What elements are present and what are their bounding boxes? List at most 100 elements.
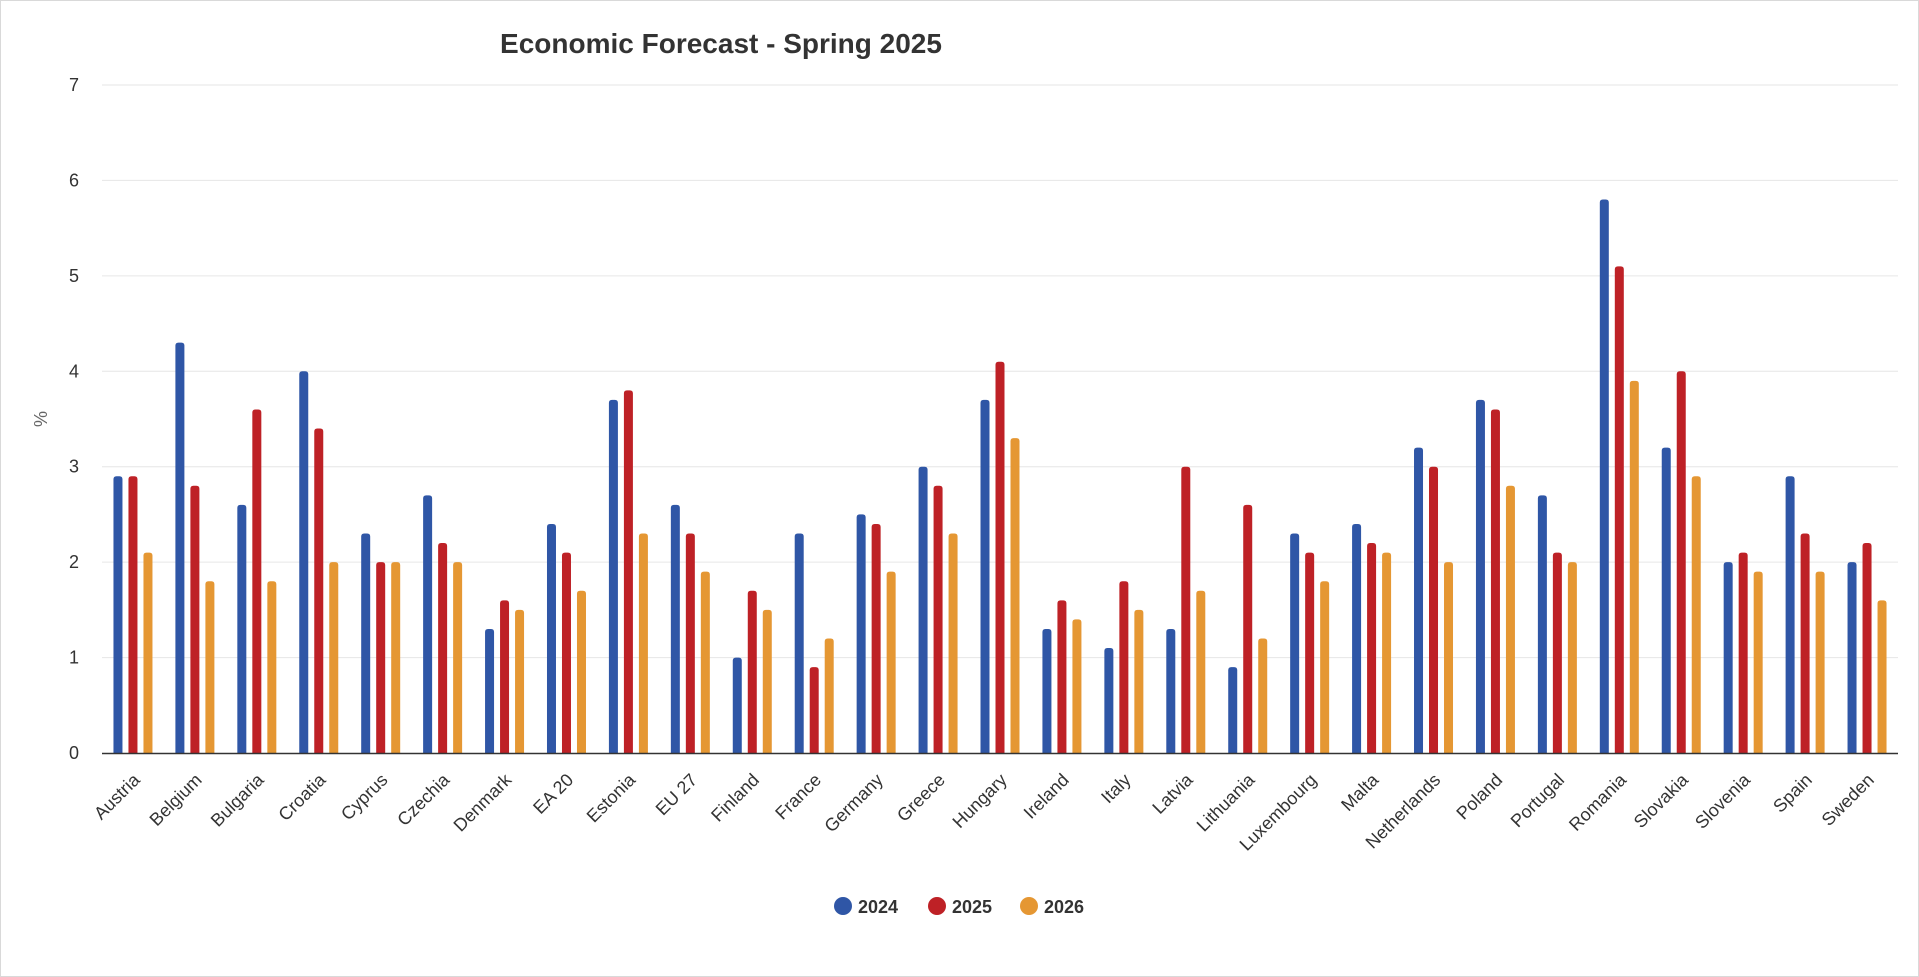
y-axis-ticks: 0 1 2 3 4 5 6 7 xyxy=(69,75,79,763)
bar-2025-sweden[interactable] xyxy=(1862,543,1872,753)
bar-2026-austria[interactable] xyxy=(143,552,153,753)
bar-2025-latvia[interactable] xyxy=(1181,466,1191,753)
bar-2025-belgium[interactable] xyxy=(190,485,200,753)
bar-2025-slovenia[interactable] xyxy=(1738,552,1748,753)
bar-2024-hungary[interactable] xyxy=(980,399,990,753)
bar-2026-romania[interactable] xyxy=(1629,380,1639,753)
bar-2024-lithuania[interactable] xyxy=(1228,667,1238,753)
legend[interactable]: 2024 2025 2026 xyxy=(834,897,1084,917)
x-tick-label: Portugal xyxy=(1507,770,1569,832)
legend-item-2024[interactable]: 2024 xyxy=(834,897,898,917)
bar-2025-netherlands[interactable] xyxy=(1429,466,1439,753)
x-tick-label: Poland xyxy=(1452,770,1506,824)
bar-2024-estonia[interactable] xyxy=(608,399,618,753)
bar-2025-denmark[interactable] xyxy=(500,600,510,753)
bar-2024-slovenia[interactable] xyxy=(1723,562,1733,753)
bar-2025-finland[interactable] xyxy=(747,590,757,753)
bar-2026-germany[interactable] xyxy=(886,571,896,753)
bar-2024-austria[interactable] xyxy=(113,476,123,753)
y-axis-label: % xyxy=(31,411,51,427)
bar-2026-latvia[interactable] xyxy=(1196,590,1206,753)
bar-2024-poland[interactable] xyxy=(1475,399,1485,753)
bar-2024-ea-20[interactable] xyxy=(546,523,556,753)
bar-2025-austria[interactable] xyxy=(128,476,138,753)
x-axis-ticks: Austria Belgium Bulgaria Croatia Cyprus Czech… xyxy=(90,769,1878,855)
bar-2024-croatia[interactable] xyxy=(299,371,309,753)
bar-2025-ea-20[interactable] xyxy=(561,552,571,753)
bar-2025-czechia[interactable] xyxy=(438,543,448,753)
bar-2026-sweden[interactable] xyxy=(1877,600,1887,753)
bar-2026-ea-20[interactable] xyxy=(576,590,586,753)
bar-2026-ireland[interactable] xyxy=(1072,619,1082,753)
bar-2026-belgium[interactable] xyxy=(205,581,215,753)
bar-2024-latvia[interactable] xyxy=(1166,628,1176,753)
bar-2025-portugal[interactable] xyxy=(1552,552,1562,753)
bar-2025-cyprus[interactable] xyxy=(376,562,386,753)
bar-2026-greece[interactable] xyxy=(948,533,958,753)
bar-2026-slovakia[interactable] xyxy=(1691,476,1701,753)
bar-2025-croatia[interactable] xyxy=(314,428,324,753)
bar-2024-denmark[interactable] xyxy=(485,628,495,753)
bar-2026-hungary[interactable] xyxy=(1010,438,1020,753)
bar-2025-hungary[interactable] xyxy=(995,361,1005,753)
bar-2026-bulgaria[interactable] xyxy=(267,581,277,753)
bar-2026-luxembourg[interactable] xyxy=(1320,581,1330,753)
bar-2024-cyprus[interactable] xyxy=(361,533,371,753)
bar-2024-belgium[interactable] xyxy=(175,342,185,753)
bar-2024-sweden[interactable] xyxy=(1847,562,1857,753)
bar-2024-slovakia[interactable] xyxy=(1661,447,1671,753)
legend-label: 2024 xyxy=(858,897,898,917)
bar-2026-slovenia[interactable] xyxy=(1753,571,1763,753)
bar-2026-czechia[interactable] xyxy=(453,562,463,753)
bar-2026-finland[interactable] xyxy=(762,609,772,753)
x-tick-label: Belgium xyxy=(146,770,206,830)
bar-2024-italy[interactable] xyxy=(1104,648,1114,753)
bar-2025-france[interactable] xyxy=(809,667,819,753)
bar-2025-bulgaria[interactable] xyxy=(252,409,262,753)
bar-2025-germany[interactable] xyxy=(871,523,881,753)
bar-2026-france[interactable] xyxy=(824,638,834,753)
bar-2025-luxembourg[interactable] xyxy=(1305,552,1315,753)
bar-2026-estonia[interactable] xyxy=(638,533,648,753)
bar-2026-portugal[interactable] xyxy=(1567,562,1577,753)
bar-2024-netherlands[interactable] xyxy=(1414,447,1424,753)
legend-item-2026[interactable]: 2026 xyxy=(1020,897,1084,917)
bar-2024-spain[interactable] xyxy=(1785,476,1795,753)
bar-2026-spain[interactable] xyxy=(1815,571,1825,753)
bar-2025-eu-27[interactable] xyxy=(685,533,695,753)
bar-2025-poland[interactable] xyxy=(1490,409,1500,753)
bar-2026-eu-27[interactable] xyxy=(700,571,710,753)
bar-2025-italy[interactable] xyxy=(1119,581,1129,753)
bar-2026-poland[interactable] xyxy=(1505,485,1515,753)
bar-2024-france[interactable] xyxy=(794,533,804,753)
bar-2024-eu-27[interactable] xyxy=(670,504,680,753)
x-tick-label: Spain xyxy=(1769,770,1816,817)
bar-2025-estonia[interactable] xyxy=(623,390,633,753)
bar-2025-lithuania[interactable] xyxy=(1243,504,1253,753)
bar-2026-denmark[interactable] xyxy=(515,609,525,753)
bar-2024-bulgaria[interactable] xyxy=(237,504,247,753)
bar-2024-germany[interactable] xyxy=(856,514,866,753)
bar-2024-luxembourg[interactable] xyxy=(1290,533,1300,753)
bar-2026-lithuania[interactable] xyxy=(1258,638,1268,753)
bar-2024-finland[interactable] xyxy=(732,657,742,753)
bar-2025-romania[interactable] xyxy=(1614,266,1624,753)
bar-2025-malta[interactable] xyxy=(1367,543,1377,753)
legend-item-2025[interactable]: 2025 xyxy=(928,897,992,917)
bar-2024-ireland[interactable] xyxy=(1042,628,1052,753)
bar-2026-italy[interactable] xyxy=(1134,609,1144,753)
bar-2025-slovakia[interactable] xyxy=(1676,371,1686,753)
bar-2026-cyprus[interactable] xyxy=(391,562,401,753)
bar-2024-greece[interactable] xyxy=(918,466,928,753)
bar-2024-czechia[interactable] xyxy=(423,495,433,753)
bar-2025-spain[interactable] xyxy=(1800,533,1810,753)
bar-2024-romania[interactable] xyxy=(1599,199,1609,753)
bar-2024-portugal[interactable] xyxy=(1537,495,1547,753)
bar-2025-greece[interactable] xyxy=(933,485,943,753)
bar-2024-malta[interactable] xyxy=(1352,523,1362,753)
bar-2026-malta[interactable] xyxy=(1382,552,1392,753)
bar-2025-ireland[interactable] xyxy=(1057,600,1067,753)
bar-2026-netherlands[interactable] xyxy=(1444,562,1454,753)
bar-2026-croatia[interactable] xyxy=(329,562,339,753)
